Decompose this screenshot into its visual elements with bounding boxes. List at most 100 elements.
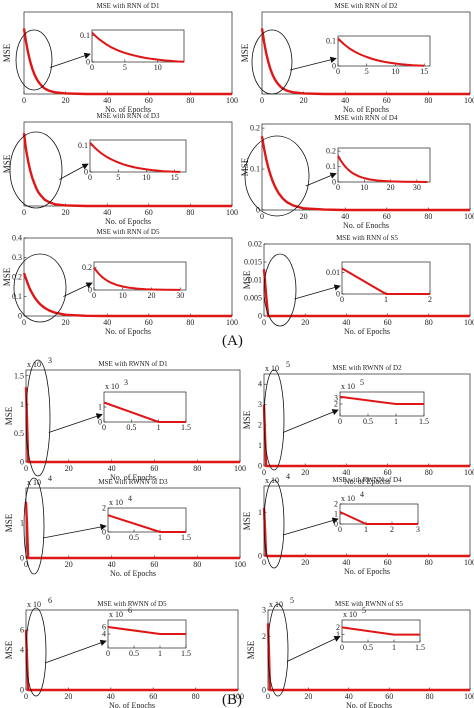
chart-title: MSE with RWNN of D5	[97, 600, 167, 608]
inset-9-exponent: x 10	[109, 498, 123, 507]
chart-5-ytick-label: 0.1	[12, 292, 22, 301]
inset-9-xtick-label: 0	[106, 533, 110, 542]
chart-7-xtick-label: 40	[108, 464, 116, 473]
chart-10-xtick-label: 0	[262, 558, 266, 567]
inset-10-exponent-power: 4	[360, 490, 364, 499]
zoom-ellipse	[251, 29, 293, 95]
chart-4-xtick-label: 100	[464, 212, 474, 221]
zoom-arrow	[63, 282, 93, 297]
chart-9-xtick-label: 0	[24, 560, 28, 569]
chart-11-ytick-label: 0	[20, 686, 24, 695]
inset-10-series-line	[339, 511, 418, 525]
inset-2-ytick-label: 0	[332, 62, 336, 71]
inset-8-series-line	[339, 395, 424, 405]
zoom-arrow	[48, 413, 103, 433]
inset-6-xtick-label: 0	[340, 295, 344, 304]
x-axis-label: No. of Epochs	[109, 701, 155, 708]
chart-3-xtick-label: 80	[186, 208, 194, 217]
inset-11-series-line	[107, 626, 186, 635]
chart-4-ytick-label: 0.1	[250, 165, 260, 174]
chart-5-ytick-label: 0.3	[12, 253, 22, 262]
inset-9-series-line	[107, 514, 186, 533]
inset-10-xtick-label: 3	[416, 525, 420, 534]
chart-title: MSE with RWNN of D2	[332, 364, 402, 372]
chart-4-ytick-label: 0	[256, 206, 260, 215]
inset-8-ytick-label: 3	[334, 394, 338, 403]
zoom-ellipse	[267, 603, 289, 697]
chart-6-ytick-label: 0	[258, 312, 262, 321]
chart-2-xtick-label: 80	[424, 96, 432, 105]
inset-4-frame	[337, 147, 431, 183]
chart-5-xtick-label: 60	[145, 318, 153, 327]
inset-6-frame	[341, 261, 431, 295]
chart-10-ytick-label: 0	[258, 552, 262, 561]
inset-2-xtick-label: 15	[420, 67, 428, 76]
zoom-ellipse	[15, 29, 53, 91]
chart-6-ytick-label: 0.02	[248, 240, 262, 249]
inset-8-ytick-label: 2	[334, 400, 338, 409]
chart-11-exponent: x 10	[27, 600, 41, 609]
chart-7-xtick-label: 60	[150, 464, 158, 473]
inset-6-xtick-label: 1	[384, 295, 388, 304]
chart-12-xtick-label: 20	[304, 692, 312, 701]
zoom-arrow	[50, 52, 91, 68]
y-axis-label: MSE	[240, 43, 250, 62]
inset-chart: 0 10 20 30 0 0.2	[82, 261, 187, 300]
inset-1-xtick-label: 0	[90, 63, 94, 72]
chart-10-xtick-label: 60	[384, 558, 392, 567]
zoom-arrow	[289, 56, 337, 71]
inset-8-xtick-label: 1	[394, 417, 398, 426]
zoom-arrow	[282, 517, 339, 536]
y-axis-label: MSE	[2, 267, 12, 286]
chart-11-exponent-power: 6	[48, 596, 52, 605]
y-axis-label: MSE	[242, 410, 252, 429]
chart-1-xtick-label: 100	[226, 96, 238, 105]
chart-12-xtick-label: 80	[426, 692, 434, 701]
chart-7-ytick-label: 0.5	[14, 429, 24, 438]
inset-5-xtick-label: 0	[92, 291, 96, 300]
chart-10-xtick-label: 100	[464, 558, 474, 567]
x-axis-label: No. of Epochs	[110, 569, 156, 578]
panel-label-a: (A)	[222, 333, 243, 349]
inset-10-frame	[339, 503, 419, 525]
chart-8-ytick-label: 2	[258, 421, 262, 430]
chart-7-xtick-label: 100	[234, 464, 246, 473]
inset-7-series-line	[103, 401, 186, 423]
chart-9-xtick-label: 40	[108, 560, 116, 569]
x-axis-label: No. of Epochs	[110, 473, 156, 482]
inset-12-xtick-label: 1.5	[415, 643, 425, 652]
inset-1-series-line	[91, 31, 185, 63]
inset-2-xtick-label: 10	[392, 67, 400, 76]
chart-8-xtick-label: 80	[425, 468, 433, 477]
chart-10-ytick-label: 1	[258, 508, 262, 517]
chart-12-xtick-label: 100	[464, 692, 474, 701]
inset-chart: 0 10 20 30 0 0.1 0.2	[326, 147, 431, 192]
inset-3-ytick-label: 0	[84, 168, 88, 177]
chart-4-ytick-label: 0.2	[250, 124, 260, 133]
inset-10-xtick-label: 0	[338, 525, 342, 534]
chart-7-xtick-label: 80	[193, 464, 201, 473]
y-axis-label: MSE	[4, 513, 14, 532]
chart-7-xtick-label: 0	[24, 464, 28, 473]
chart-9-xtick-label: 100	[234, 560, 246, 569]
inset-10-xtick-label: 2	[390, 525, 394, 534]
inset-10-exponent: x 10	[341, 494, 355, 503]
inset-11-xtick-label: 0.5	[129, 649, 139, 658]
inset-11-exponent: x 10	[109, 610, 123, 619]
chart-title: MSE with RWNN of D3	[98, 478, 168, 486]
chart-4-xtick-label: 40	[341, 212, 349, 221]
chart-7-ytick-label: 1	[20, 400, 24, 409]
chart-7-xtick-label: 20	[65, 464, 73, 473]
inset-9-xtick-label: 1	[158, 533, 162, 542]
chart-9-exponent: x 10	[27, 478, 41, 487]
chart-title: MSE with RNN of D4	[334, 114, 398, 122]
chart-12-ytick-label: 2	[262, 632, 266, 641]
chart-7-ytick-label: 0	[20, 458, 24, 467]
